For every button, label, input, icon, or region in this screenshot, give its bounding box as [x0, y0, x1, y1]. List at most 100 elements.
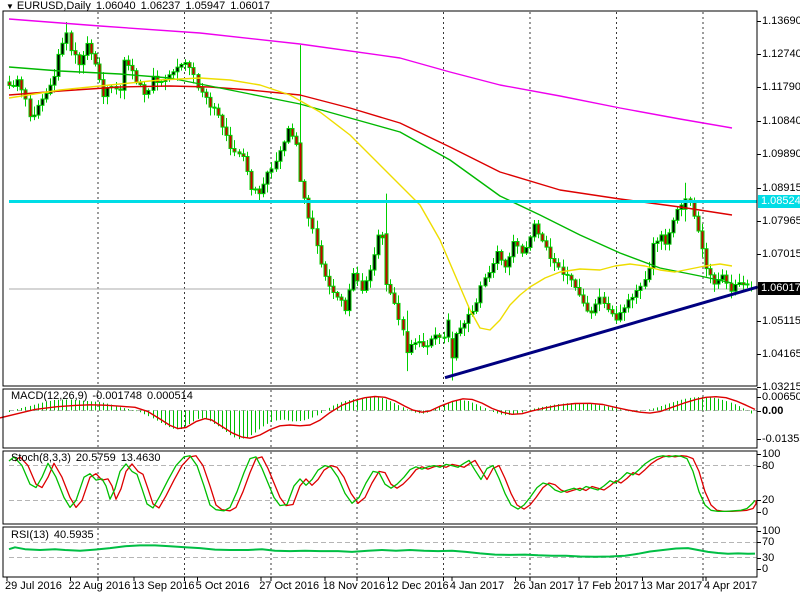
candle-bearish [216, 107, 221, 116]
candle-bullish [532, 223, 537, 238]
candle-bearish [319, 245, 324, 265]
candle-bearish [310, 217, 315, 230]
candle-bearish [69, 32, 74, 52]
price-tick-label: 1.13690 [762, 15, 800, 27]
candle-bearish [540, 233, 545, 242]
candle-bearish [257, 188, 262, 195]
candle-bullish [483, 277, 488, 287]
candle-bearish [663, 234, 668, 245]
price-tick-label: 1.12740 [762, 48, 800, 60]
candle-bearish [290, 127, 295, 137]
date-label: 26 Jan 2017 [513, 580, 574, 592]
candle-bullish [507, 256, 512, 268]
macd-axis-label: 0.006502 [762, 391, 800, 403]
candle-bearish [589, 310, 594, 314]
date-label: 29 Jul 2016 [5, 580, 62, 592]
candle-bullish [85, 42, 90, 56]
candle-bearish [396, 302, 401, 320]
candle-bullish [253, 188, 258, 191]
price-tick-label: 1.07965 [762, 215, 800, 227]
candle-bullish [454, 332, 459, 359]
candle-bearish [93, 53, 98, 65]
candle-bullish [413, 342, 418, 345]
candle-bearish [237, 151, 242, 155]
candle-bullish [364, 280, 369, 291]
candle-bullish [495, 251, 500, 265]
candle-bullish [368, 269, 373, 282]
candle-bullish [36, 104, 41, 116]
candle-bearish [130, 64, 135, 72]
candle-bearish [729, 282, 734, 292]
stoch-axis-label: 100 [762, 448, 781, 460]
candle-bullish [511, 241, 516, 258]
price-tick-label: 1.10840 [762, 115, 800, 127]
candle-bullish [474, 302, 479, 312]
candle-bullish [671, 219, 676, 234]
ascending-trendline [444, 285, 759, 380]
symbol-dropdown-icon[interactable]: ▼ [6, 2, 14, 11]
horizontal-line-price-tag[interactable]: 1.08524 [758, 195, 800, 208]
candle-bullish [638, 285, 643, 292]
candle-bearish [245, 155, 250, 172]
candle-bullish [462, 322, 467, 329]
candle-bullish [261, 183, 266, 195]
candle-bearish [315, 228, 320, 247]
candle-bullish [269, 168, 274, 173]
candle-bullish [151, 75, 156, 91]
candle-bearish [208, 96, 213, 108]
candle-bullish [274, 160, 279, 170]
candle-bearish [73, 50, 78, 56]
candle-bullish [44, 92, 49, 100]
candle-bearish [548, 246, 553, 259]
rsi-axis-label: 30 [762, 552, 775, 564]
candle-bearish [200, 87, 205, 93]
candle-bullish [40, 98, 45, 106]
stoch-d-value: 13.4630 [120, 452, 161, 464]
stoch-axis-label: 20 [762, 494, 775, 506]
candle-bullish [720, 274, 725, 281]
date-label: 12 Dec 2016 [386, 580, 449, 592]
candle-bearish [138, 82, 143, 86]
candle-bullish [175, 66, 180, 73]
candle-bearish [355, 272, 360, 282]
price-tick-label: 1.07015 [762, 248, 800, 260]
candle-bullish [593, 303, 598, 314]
candle-bullish [52, 75, 57, 86]
candle-bullish [433, 334, 438, 340]
macd-indicator-label: MACD(12,26,9) [11, 390, 88, 402]
price-tick-label: 1.08915 [762, 182, 800, 194]
candle-bearish [360, 280, 365, 291]
date-label: 22 Aug 2016 [68, 580, 131, 592]
stoch-k-line [8, 455, 756, 513]
candle-bearish [499, 251, 504, 261]
rsi-line [8, 544, 756, 558]
sma-yellow-fast-line [8, 77, 733, 331]
candle-bullish [487, 272, 492, 279]
candle-bullish [618, 312, 623, 321]
candle-bullish [278, 150, 283, 162]
candle-bullish [429, 338, 434, 347]
candle-bullish [733, 283, 738, 292]
candle-bearish [380, 234, 385, 239]
candle-bearish [405, 331, 410, 354]
date-label: 27 Oct 2016 [259, 580, 320, 592]
candle-bullish [286, 127, 291, 143]
candle-bullish [446, 319, 451, 338]
candle-bearish [97, 63, 102, 81]
candle-bullish [122, 59, 127, 91]
candle-bullish [417, 341, 422, 344]
candle-bullish [630, 296, 635, 301]
chart-ohlc-header: ▼ EURUSD,Daily 1.06040 1.06237 1.05947 1.0601… [6, 0, 275, 12]
candle-bearish [306, 197, 311, 219]
candle-bullish [15, 79, 20, 87]
rsi-axis-label: 100 [762, 525, 781, 537]
candle-bearish [536, 223, 541, 235]
date-label: 5 Oct 2016 [195, 580, 250, 592]
candle-bullish [524, 246, 529, 254]
candle-bearish [118, 88, 123, 91]
candle-bearish [298, 142, 303, 182]
stoch-k-value: 20.5759 [75, 452, 116, 464]
candle-bearish [228, 134, 233, 150]
